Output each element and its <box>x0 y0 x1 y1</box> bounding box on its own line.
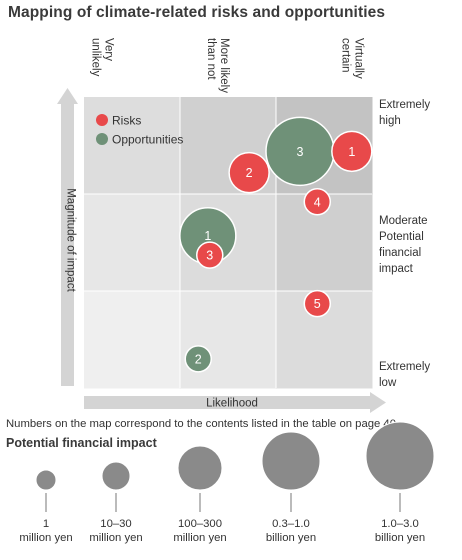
impact-scale-circle <box>365 421 435 491</box>
impact-scale-circle <box>261 431 321 491</box>
x-tick-label-1: More likelythan not <box>205 38 230 93</box>
y-tick-label-0: Extremely high <box>379 99 430 127</box>
risk-2-number: 2 <box>246 166 253 180</box>
y-axis-bar <box>61 104 74 386</box>
legend-opportunities-label: Opportunities <box>112 133 183 147</box>
y-axis: Magnitude of impact <box>57 88 78 386</box>
x-tick-label-2: Virtuallycertain <box>339 38 364 79</box>
impact-scale-range: 10–30 <box>100 518 131 530</box>
risk-opportunity-map: Magnitude of impact Likelihood Veryunlik… <box>57 38 430 413</box>
financial-impact-title: Potential financial impact <box>6 436 157 450</box>
y-tick-label-5: Extremely low <box>379 361 430 389</box>
risk-2-bubble: 2 <box>228 151 270 194</box>
risk-4-bubble: 4 <box>303 188 332 216</box>
risk-4-number: 4 <box>314 195 321 209</box>
grid-cell-r2-c1 <box>180 291 277 389</box>
impact-scale-item-2: 10–30 million yen <box>89 461 143 544</box>
risk-4-circle <box>303 188 332 216</box>
opportunity-2-bubble: 2 <box>184 345 212 373</box>
impact-scale-unit: million yen <box>19 532 72 544</box>
impact-scale-circle <box>101 461 131 491</box>
impact-scale-item-3: 100–300 million yen <box>173 445 227 544</box>
risk-5-bubble: 5 <box>303 289 332 318</box>
risk-1-number: 1 <box>348 145 355 159</box>
opportunity-2-number: 2 <box>195 352 202 366</box>
y-tick-label-4: impact <box>379 263 414 275</box>
x-axis: Likelihood <box>84 392 386 413</box>
map-footnote: Numbers on the map correspond to the con… <box>6 418 400 430</box>
risk-3-number: 3 <box>206 249 213 263</box>
y-tick-label-2: Potential <box>379 231 424 243</box>
impact-scale-unit: million yen <box>89 532 142 544</box>
x-tick-label-0: Veryunlikely <box>90 38 115 77</box>
impact-scale-item-4: 0.3–1.0 billion yen <box>261 431 321 544</box>
impact-scale-range: 100–300 <box>178 518 222 530</box>
x-axis-bar <box>84 396 370 409</box>
risk-1-circle <box>331 130 373 173</box>
legend-risk-marker <box>96 114 108 126</box>
risk-2-circle <box>228 151 270 194</box>
y-axis-label: Magnitude of impact <box>65 188 77 292</box>
impact-scale-range: 0.3–1.0 <box>272 518 310 530</box>
impact-scale-item-1: 1 million yen <box>19 469 73 544</box>
impact-scale-range: 1.0–3.0 <box>381 518 419 530</box>
opportunity-1-number: 1 <box>204 229 211 243</box>
impact-scale-circle <box>35 469 57 491</box>
opportunity-3-bubble: 3 <box>265 116 335 187</box>
y-tick-label-3: financial <box>379 247 421 259</box>
grid-cell-r1-c0 <box>84 194 181 292</box>
impact-scale-range: 1 <box>43 518 49 530</box>
opportunity-3-number: 3 <box>297 145 304 159</box>
legend-risk-label: Risks <box>112 114 141 128</box>
grid-cell-r2-c0 <box>84 291 181 389</box>
risk-3-circle <box>196 241 224 269</box>
x-axis-arrowhead <box>370 392 386 413</box>
legend-opportunities-marker <box>96 133 108 145</box>
impact-scale-unit: billion yen <box>266 532 316 544</box>
grid-cell-r0-c0 <box>84 97 181 195</box>
impact-scale-circle <box>177 445 223 491</box>
x-axis-label: Likelihood <box>206 398 258 410</box>
legend: Risks Opportunities <box>96 114 183 147</box>
risk-5-number: 5 <box>314 297 321 311</box>
y-tick-label-1: Moderate <box>379 215 428 227</box>
y-axis-arrowhead <box>57 88 78 104</box>
risk-1-bubble: 1 <box>331 130 373 173</box>
page-title: Mapping of climate-related risks and opp… <box>8 4 386 21</box>
impact-scale-item-5: 1.0–3.0 billion yen <box>365 421 435 544</box>
risk-5-circle <box>303 289 332 318</box>
impact-scale-unit: million yen <box>173 532 226 544</box>
opportunity-2-circle <box>184 345 212 373</box>
impact-scale-unit: billion yen <box>375 532 425 544</box>
risk-3-bubble: 3 <box>196 241 224 269</box>
